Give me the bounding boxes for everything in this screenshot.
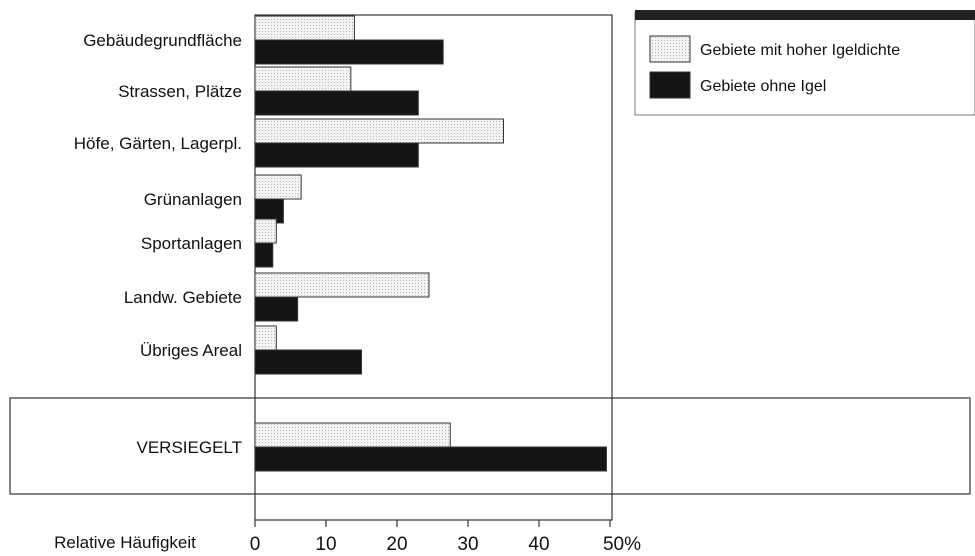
category-label: Landw. Gebiete <box>124 288 242 307</box>
bar-no-hedgehog-1 <box>254 90 419 116</box>
bar-no-hedgehog-2 <box>254 142 419 168</box>
x-tick-label: 0 <box>250 534 261 555</box>
bar-high-density-5 <box>254 272 430 298</box>
bar-high-density-0 <box>254 15 355 41</box>
bar-no-hedgehog-0 <box>254 39 444 65</box>
x-axis-title: Relative Häufigkeit <box>54 533 196 552</box>
bar-no-hedgehog-6 <box>254 349 362 375</box>
bar-no-hedgehog-7 <box>254 446 607 472</box>
legend-swatch-high-density <box>649 35 691 63</box>
bar-high-density-2 <box>254 118 504 144</box>
category-label: Gebäudegrundfläche <box>83 31 242 50</box>
bar-high-density-3 <box>254 174 302 200</box>
legend-swatch-no-hedgehog <box>649 71 691 99</box>
bars-group <box>254 15 607 472</box>
bar-high-density-6 <box>254 325 277 351</box>
bar-high-density-4 <box>254 218 277 244</box>
x-axis: 0 10 20 30 40 50% <box>250 520 641 555</box>
legend-header-bar <box>635 10 975 20</box>
x-tick-label: 30 <box>457 534 478 555</box>
category-label: VERSIEGELT <box>137 438 243 457</box>
category-label: Grünanlagen <box>144 190 242 209</box>
legend-label-no-hedgehog: Gebiete ohne Igel <box>700 78 826 95</box>
legend-label-high-density: Gebiete mit hoher Igeldichte <box>700 42 900 59</box>
category-label: Höfe, Gärten, Lagerpl. <box>74 134 242 153</box>
versiegelt-highlight-box <box>9 397 971 495</box>
x-tick-label: 10 <box>315 534 336 555</box>
category-label: Sportanlagen <box>141 234 242 253</box>
bar-high-density-7 <box>254 422 451 448</box>
bar-no-hedgehog-5 <box>254 296 299 322</box>
x-tick-label: 50% <box>603 534 641 555</box>
x-tick-label: 40 <box>528 534 549 555</box>
category-label: Strassen, Plätze <box>118 82 242 101</box>
legend-frame <box>634 12 975 116</box>
x-tick-label: 20 <box>386 534 407 555</box>
category-labels: Gebäudegrundfläche Strassen, Plätze Höfe, … <box>74 31 242 457</box>
bar-no-hedgehog-4 <box>254 242 274 268</box>
legend: Gebiete mit hoher Igeldichte Gebiete ohn… <box>634 10 975 116</box>
category-label: Übriges Areal <box>140 341 242 360</box>
bar-high-density-1 <box>254 66 352 92</box>
